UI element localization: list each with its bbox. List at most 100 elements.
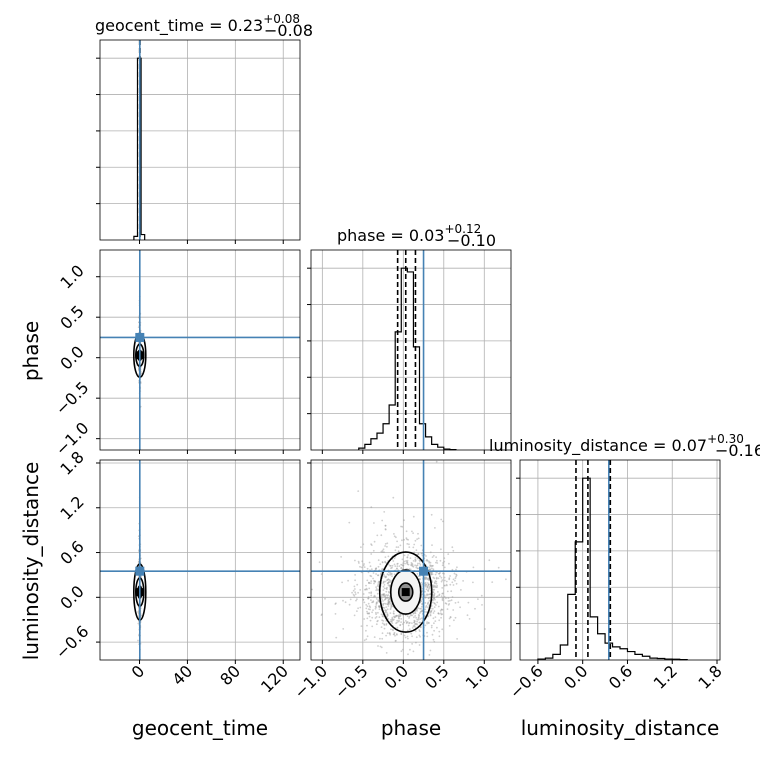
sample-point [396, 621, 398, 624]
sample-point [413, 624, 416, 627]
sample-point [389, 581, 392, 583]
sample-point [400, 633, 403, 635]
sample-point [452, 578, 455, 581]
sample-point [421, 583, 423, 586]
sample-point [412, 565, 415, 568]
sample-point [383, 551, 385, 554]
sample-point [374, 617, 377, 619]
sample-point [381, 549, 384, 552]
sample-point [384, 528, 387, 530]
sample-point [386, 545, 388, 548]
sample-point [373, 540, 376, 543]
sample-point [441, 579, 444, 581]
sample-point [445, 597, 447, 600]
sample-point [436, 559, 438, 562]
sample-point [356, 610, 358, 612]
sample-point [435, 571, 438, 574]
sample-point [383, 627, 386, 630]
sample-point [372, 609, 374, 611]
sample-point [438, 613, 440, 615]
sample-point [431, 633, 434, 636]
sample-point [137, 622, 140, 625]
panel-background [100, 40, 300, 240]
sample-point [418, 621, 421, 624]
sample-point [417, 616, 420, 618]
sample-point [400, 650, 403, 653]
sample-point [426, 631, 428, 634]
sample-point [436, 595, 439, 597]
sample-point [397, 615, 400, 618]
sample-point [452, 609, 455, 611]
sample-point [377, 582, 380, 584]
sample-point [385, 606, 388, 608]
sample-point [361, 560, 364, 563]
sample-point [430, 573, 433, 576]
sample-point [477, 598, 479, 600]
title-geocent-time-minus: −0.08 [264, 21, 313, 40]
sample-point [447, 600, 450, 602]
sample-point [396, 633, 398, 636]
sample-point [416, 538, 418, 540]
sample-point [382, 582, 385, 584]
panel-hist-geocent-time [96, 39, 301, 244]
sample-point [363, 639, 366, 642]
sample-point [383, 623, 385, 625]
sample-point [394, 549, 397, 552]
panel-frame [99, 459, 301, 661]
sample-point [401, 629, 404, 632]
sample-point [388, 601, 391, 603]
sample-point [393, 563, 396, 566]
sample-point [408, 617, 410, 619]
sample-point [420, 607, 422, 610]
sample-point [369, 565, 372, 568]
sample-point [432, 591, 435, 593]
sample-point [370, 575, 373, 578]
sample-point [425, 611, 428, 613]
sample-point [401, 623, 404, 625]
sample-point [389, 572, 392, 575]
sample-point [435, 582, 438, 585]
sample-point [389, 602, 392, 605]
sample-point [418, 614, 420, 617]
sample-point [441, 628, 444, 631]
sample-point [372, 577, 374, 580]
sample-point [384, 596, 387, 599]
sample-point [450, 590, 453, 593]
sample-point [393, 533, 395, 535]
sample-point [360, 566, 363, 569]
sample-point [432, 584, 434, 587]
sample-point [432, 638, 435, 641]
sample-point [380, 595, 383, 597]
sample-point [410, 632, 413, 635]
sample-point [398, 617, 400, 620]
sample-point [433, 577, 436, 580]
sample-point [359, 589, 362, 591]
sample-point [383, 575, 386, 577]
sample-point [413, 619, 416, 622]
sample-point [393, 557, 396, 560]
sample-point [395, 536, 397, 539]
sample-point [381, 519, 384, 522]
sample-point [381, 632, 384, 635]
sample-point [377, 600, 380, 602]
sample-point [446, 590, 449, 593]
sample-point [390, 605, 393, 607]
sample-point [387, 598, 390, 601]
sample-point [408, 615, 411, 618]
sample-point [383, 593, 385, 596]
sample-point [353, 585, 356, 588]
sample-point [370, 568, 373, 571]
sample-point [381, 593, 383, 596]
panel-hist-phase [307, 249, 512, 454]
sample-point [448, 562, 450, 565]
sample-point [412, 546, 415, 549]
sample-point [419, 618, 422, 620]
sample-point [450, 599, 453, 602]
sample-point [426, 622, 428, 625]
sample-point [362, 564, 365, 567]
panel-2d-luminosity-distance-vs-geocent-time [96, 459, 301, 664]
sample-point [452, 584, 455, 586]
sample-point [388, 591, 390, 594]
sample-point [393, 615, 395, 618]
sample-point [420, 610, 422, 613]
